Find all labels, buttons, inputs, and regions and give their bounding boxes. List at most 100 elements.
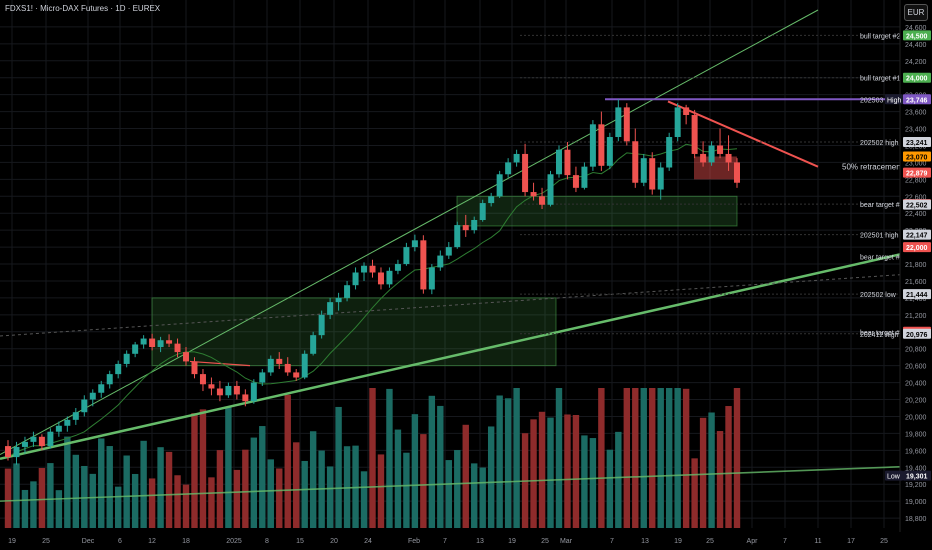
price-label-box [903,167,931,178]
candle-body [191,361,198,375]
candle-body [683,107,690,115]
volume-bar [267,459,274,528]
candle-body [149,338,156,348]
volume-bar [733,388,741,528]
price-tick-label: 23,600 [905,110,927,117]
annotation-label: bull target #2 [860,33,901,40]
price-label-text: 22,147 [906,233,928,240]
currency-button[interactable]: EUR [904,4,928,21]
volume-bar [326,466,334,528]
candle-body [123,353,130,364]
volume-bar [632,388,639,528]
annotations: bull target #2 bull target #1 202503 ath 20… [842,33,904,338]
price-label-text: 22,502 [906,203,928,210]
candle-body [284,363,291,373]
candlesticks [5,99,740,465]
candle-body [361,265,368,273]
candle-body [666,137,673,168]
candle-body [437,255,444,268]
volume-bar [81,465,88,528]
time-axis-background [0,532,932,550]
candle-body [488,196,495,204]
volume-bar [487,426,495,528]
volume-bar [716,431,724,528]
candle-body [555,149,562,175]
volume-bar [335,406,342,528]
price-caption-text: Low [887,474,901,481]
candle-body [233,385,240,395]
volume-bar [30,481,37,528]
volume-bar [547,417,554,528]
price-caption-box [885,94,903,105]
candle-body [335,297,342,303]
annotation-label: bull target #1 [860,76,901,83]
time-tick-label: 18 [182,538,190,545]
volume-bar [301,460,308,528]
candle-body [420,240,427,290]
annotation-label: 202412 high [860,332,899,339]
volume-bar [589,438,597,528]
time-tick-label: 13 [476,538,484,545]
time-tick-label: 8 [265,538,269,545]
time-tick-label: Mar [560,538,573,545]
volume-bar [462,424,469,528]
candle-body [327,302,334,315]
volume-bar [708,412,715,528]
price-label-box [903,289,931,300]
candle-body [640,158,647,183]
volume-bar [649,388,656,528]
candle-body [13,446,20,458]
demand-zone [456,195,738,227]
candle-body [98,384,105,393]
chart-title: FDXS1! · Micro-DAX Futures · 1D · EUREX [5,4,161,13]
price-tick-label: 21,200 [905,313,927,320]
lower-trendline [0,464,932,502]
descending-resistance [667,100,819,168]
volume-bar [165,451,173,528]
volume-bar [13,463,20,528]
annotation-label: 202503 ath [860,97,895,104]
candle-body [581,166,588,188]
candle-body [47,431,54,447]
volume-bar [445,460,452,528]
price-label-box [903,470,931,481]
volume-bar [174,475,181,528]
volume-bar [284,394,291,528]
volume-bar [72,454,80,528]
candle-body [445,247,452,256]
price-label-box [903,72,931,83]
annotation-label: bear target #2 [860,202,904,209]
candle-body [513,153,520,163]
volume-bar [674,388,681,528]
volume-bars [4,388,741,528]
time-tick-label: 19 [674,538,682,545]
candle-body [572,175,579,188]
volume-bar [657,388,664,528]
candle-body [454,225,461,248]
volume-bar [21,489,29,528]
candle-body [81,399,88,413]
volume-bar [682,388,690,528]
candle-body [5,446,11,458]
volume-bar [581,435,588,528]
time-tick-label: 19 [508,538,516,545]
volume-bar [148,478,156,528]
volume-bar [114,486,122,528]
candle-body [72,412,79,420]
volume-bar [615,431,622,528]
price-tick-label: 22,600 [905,194,927,201]
volume-bar [377,454,385,528]
price-tick-label: 21,800 [905,262,927,269]
price-caption-box [885,470,903,481]
volume-bar [530,419,537,528]
price-label-text: 24,000 [906,76,928,83]
annotation-label: bear target #1 [860,254,904,261]
volume-bar [572,415,580,528]
upper-channel-line [0,9,819,455]
candle-body [30,436,37,442]
candle-body [259,372,266,383]
volume-bar [157,447,164,528]
time-tick-label: 25 [541,538,549,545]
volume-bar [199,409,207,528]
